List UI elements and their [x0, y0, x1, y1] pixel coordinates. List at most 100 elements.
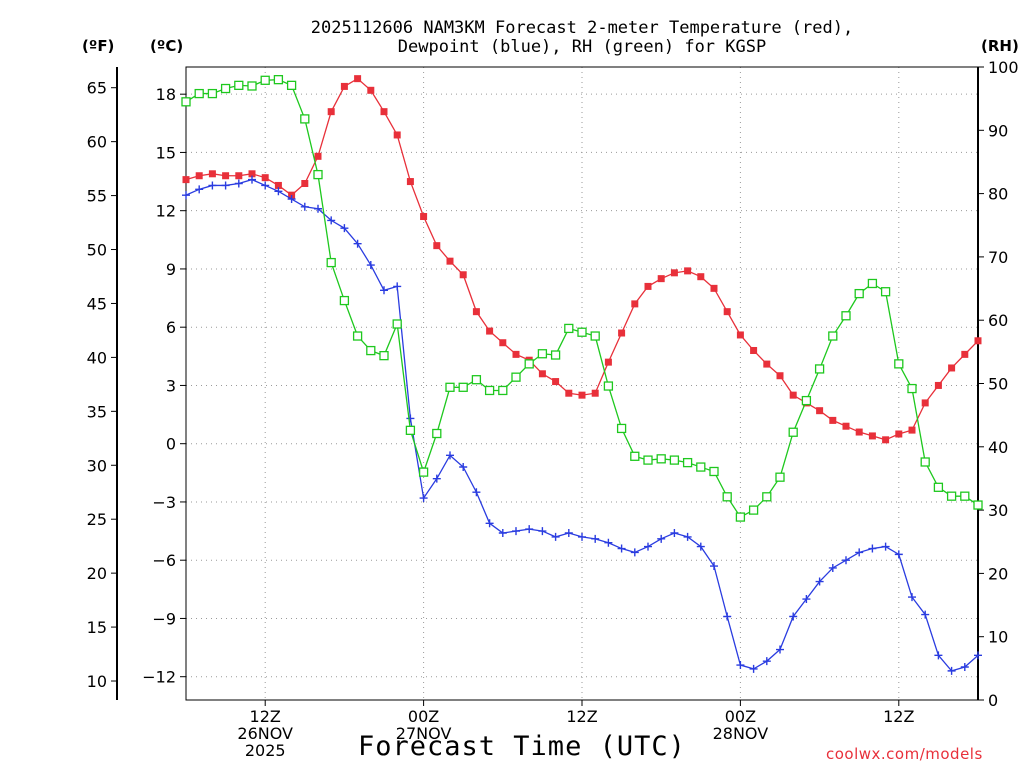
temperature-point	[578, 391, 586, 399]
temperature-point	[974, 337, 982, 345]
rh-tick-label: 10	[988, 628, 1008, 647]
dewpoint-point	[393, 282, 402, 291]
temperature-point	[261, 174, 269, 182]
rh-point	[933, 482, 944, 492]
rh-point	[709, 466, 719, 477]
dewpoint-point	[828, 563, 837, 572]
temperature-point	[710, 284, 718, 292]
rh-point	[366, 345, 376, 356]
temperature-point	[736, 331, 744, 339]
x-tick-label: 26NOV	[237, 724, 293, 743]
dewpoint-point	[881, 542, 890, 551]
fahrenheit-tick-label: 35	[87, 402, 107, 421]
temperature-point	[314, 152, 322, 160]
rh-point	[220, 83, 231, 94]
celsius-unit-label: (ºC)	[150, 37, 184, 55]
dewpoint-point	[221, 181, 230, 190]
temperature-point	[446, 257, 454, 265]
rh-tick-label: 20	[988, 564, 1008, 583]
temperature-point	[657, 275, 665, 283]
rh-tick-label: 80	[988, 185, 1008, 204]
rh-tick-label: 0	[988, 691, 998, 710]
dewpoint-point	[894, 550, 903, 559]
rh-point	[762, 492, 772, 502]
temperature-point	[235, 172, 243, 180]
temperature-point	[934, 381, 942, 389]
x-tick-label: 28NOV	[713, 724, 769, 743]
rh-point	[722, 492, 732, 502]
fahrenheit-tick-label: 25	[87, 510, 107, 529]
rh-point	[458, 382, 468, 392]
temperature-point	[789, 391, 797, 399]
fahrenheit-tick-label: 55	[87, 187, 107, 206]
rh-tick-label: 90	[988, 121, 1008, 140]
dewpoint-point	[578, 532, 586, 541]
dewpoint-point	[974, 651, 982, 660]
dewpoint-point	[353, 239, 362, 248]
dewpoint-point	[855, 548, 864, 557]
fahrenheit-unit-label: (ºF)	[82, 37, 115, 55]
source-credit[interactable]: coolwx.com/models	[826, 745, 983, 763]
temperature-point	[631, 300, 639, 308]
rh-point	[286, 80, 297, 91]
rh-point	[946, 491, 957, 501]
temperature-point	[882, 436, 890, 444]
rh-point	[867, 278, 878, 289]
dewpoint-point	[248, 175, 256, 184]
rh-point	[788, 427, 798, 437]
x-tick-label: 00Z	[408, 707, 439, 726]
temperature-point	[855, 428, 863, 436]
temperature-point	[393, 131, 401, 139]
dewpoint-point	[630, 548, 639, 557]
temperature-point	[459, 271, 467, 279]
dewpoint-point	[512, 527, 520, 536]
dewpoint-point	[604, 538, 613, 547]
x-tick-label: 00Z	[725, 707, 756, 726]
rh-point	[524, 359, 534, 369]
dewpoint-point	[908, 593, 916, 602]
dewpoint-point	[366, 261, 375, 270]
temperature-point	[182, 176, 190, 184]
x-tick-label: 12Z	[566, 707, 597, 726]
celsius-tick-label: −6	[152, 551, 176, 570]
temperature-point	[684, 267, 692, 275]
temperature-point	[222, 172, 230, 180]
temperature-point	[776, 372, 784, 380]
temperature-point	[697, 273, 705, 281]
temperature-point	[208, 170, 216, 178]
rh-point	[696, 462, 706, 472]
dewpoint-point	[657, 534, 666, 543]
dewpoint-point	[947, 666, 956, 675]
rh-point	[920, 457, 930, 467]
rh-point	[273, 75, 284, 85]
rh-point	[564, 323, 574, 334]
rh-point	[247, 81, 257, 91]
rh-point	[511, 372, 521, 382]
rh-point	[603, 381, 614, 391]
dewpoint-point	[868, 544, 877, 553]
dewpoint-point	[208, 181, 217, 190]
dewpoint-point	[802, 595, 811, 604]
rh-point	[907, 383, 917, 394]
rh-point	[656, 454, 666, 464]
rh-point	[682, 457, 693, 468]
celsius-tick-label: −12	[142, 668, 176, 687]
temperature-point	[842, 422, 850, 430]
dewpoint-point	[195, 185, 204, 194]
temperature-point	[908, 426, 916, 434]
rh-point	[313, 169, 323, 180]
temperature-point	[895, 430, 903, 438]
dewpoint-point	[274, 187, 283, 196]
dewpoint-point	[789, 612, 798, 621]
dewpoint-point	[723, 612, 732, 621]
rh-tick-label: 100	[988, 58, 1019, 77]
celsius-tick-label: −9	[152, 609, 176, 628]
rh-point	[445, 382, 455, 392]
rh-tick-label: 40	[988, 438, 1008, 457]
rh-point	[841, 311, 851, 321]
rh-point	[498, 385, 508, 396]
temperature-point	[274, 181, 282, 189]
rh-unit-label: (RH)	[981, 37, 1019, 55]
fahrenheit-tick-label: 45	[87, 294, 107, 313]
